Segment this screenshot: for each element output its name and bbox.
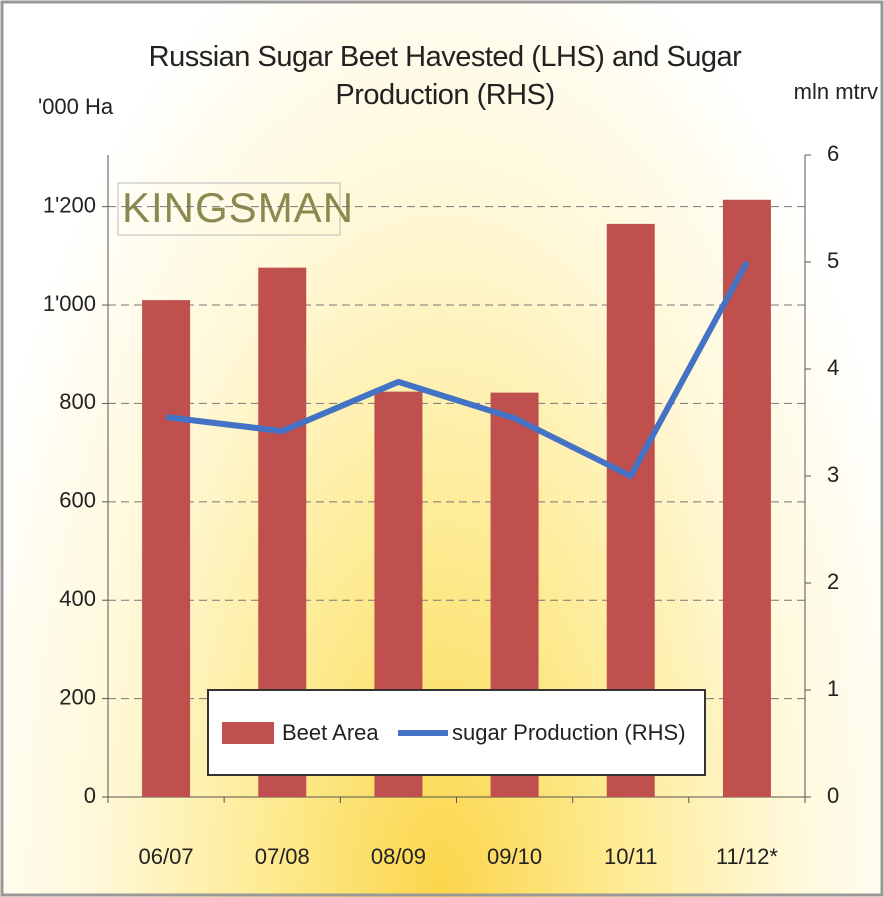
watermark-box — [117, 182, 341, 236]
legend-swatch — [222, 722, 274, 744]
y2-tick-label: 6 — [827, 141, 839, 166]
x-tick-label: 11/12* — [716, 844, 778, 869]
y-tick-label: 200 — [59, 684, 96, 709]
y-axis-label: '000 Ha — [38, 94, 114, 119]
legend-box — [207, 689, 706, 776]
y2-tick-label: 3 — [827, 462, 839, 487]
y2-tick-label: 1 — [827, 676, 839, 701]
y-tick-label: 1'000 — [43, 291, 96, 316]
x-tick-label: 09/10 — [487, 844, 542, 869]
legend-label: sugar Production (RHS) — [452, 720, 686, 745]
y-tick-label: 1'200 — [43, 192, 96, 217]
y-tick-label: 800 — [59, 389, 96, 414]
y-tick-label: 400 — [59, 586, 96, 611]
y-tick-label: 0 — [84, 783, 96, 808]
y2-tick-label: 0 — [827, 783, 839, 808]
line — [165, 260, 750, 479]
x-tick-label: 08/09 — [371, 844, 426, 869]
watermark: KINGSMAN — [122, 184, 354, 231]
legend-label: Beet Area — [282, 720, 379, 745]
bar — [722, 199, 771, 797]
x-tick-label: 10/11 — [604, 844, 657, 869]
x-tick-label: 07/08 — [255, 844, 310, 869]
y2-axis-label: mln mtrv — [794, 79, 878, 104]
y2-tick-label: 4 — [827, 355, 839, 380]
y2-tick-label: 2 — [827, 569, 839, 594]
y2-tick-label: 5 — [827, 248, 839, 273]
y-tick-label: 600 — [59, 488, 96, 513]
bar — [142, 300, 191, 797]
x-tick-label: 06/07 — [139, 844, 194, 869]
chart-title: Russian Sugar Beet Havested (LHS) and Su… — [148, 41, 742, 111]
